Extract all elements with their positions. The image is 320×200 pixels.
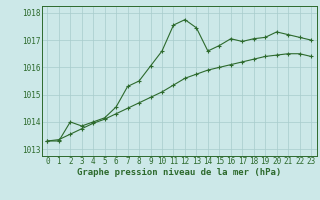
X-axis label: Graphe pression niveau de la mer (hPa): Graphe pression niveau de la mer (hPa) [77,168,281,177]
